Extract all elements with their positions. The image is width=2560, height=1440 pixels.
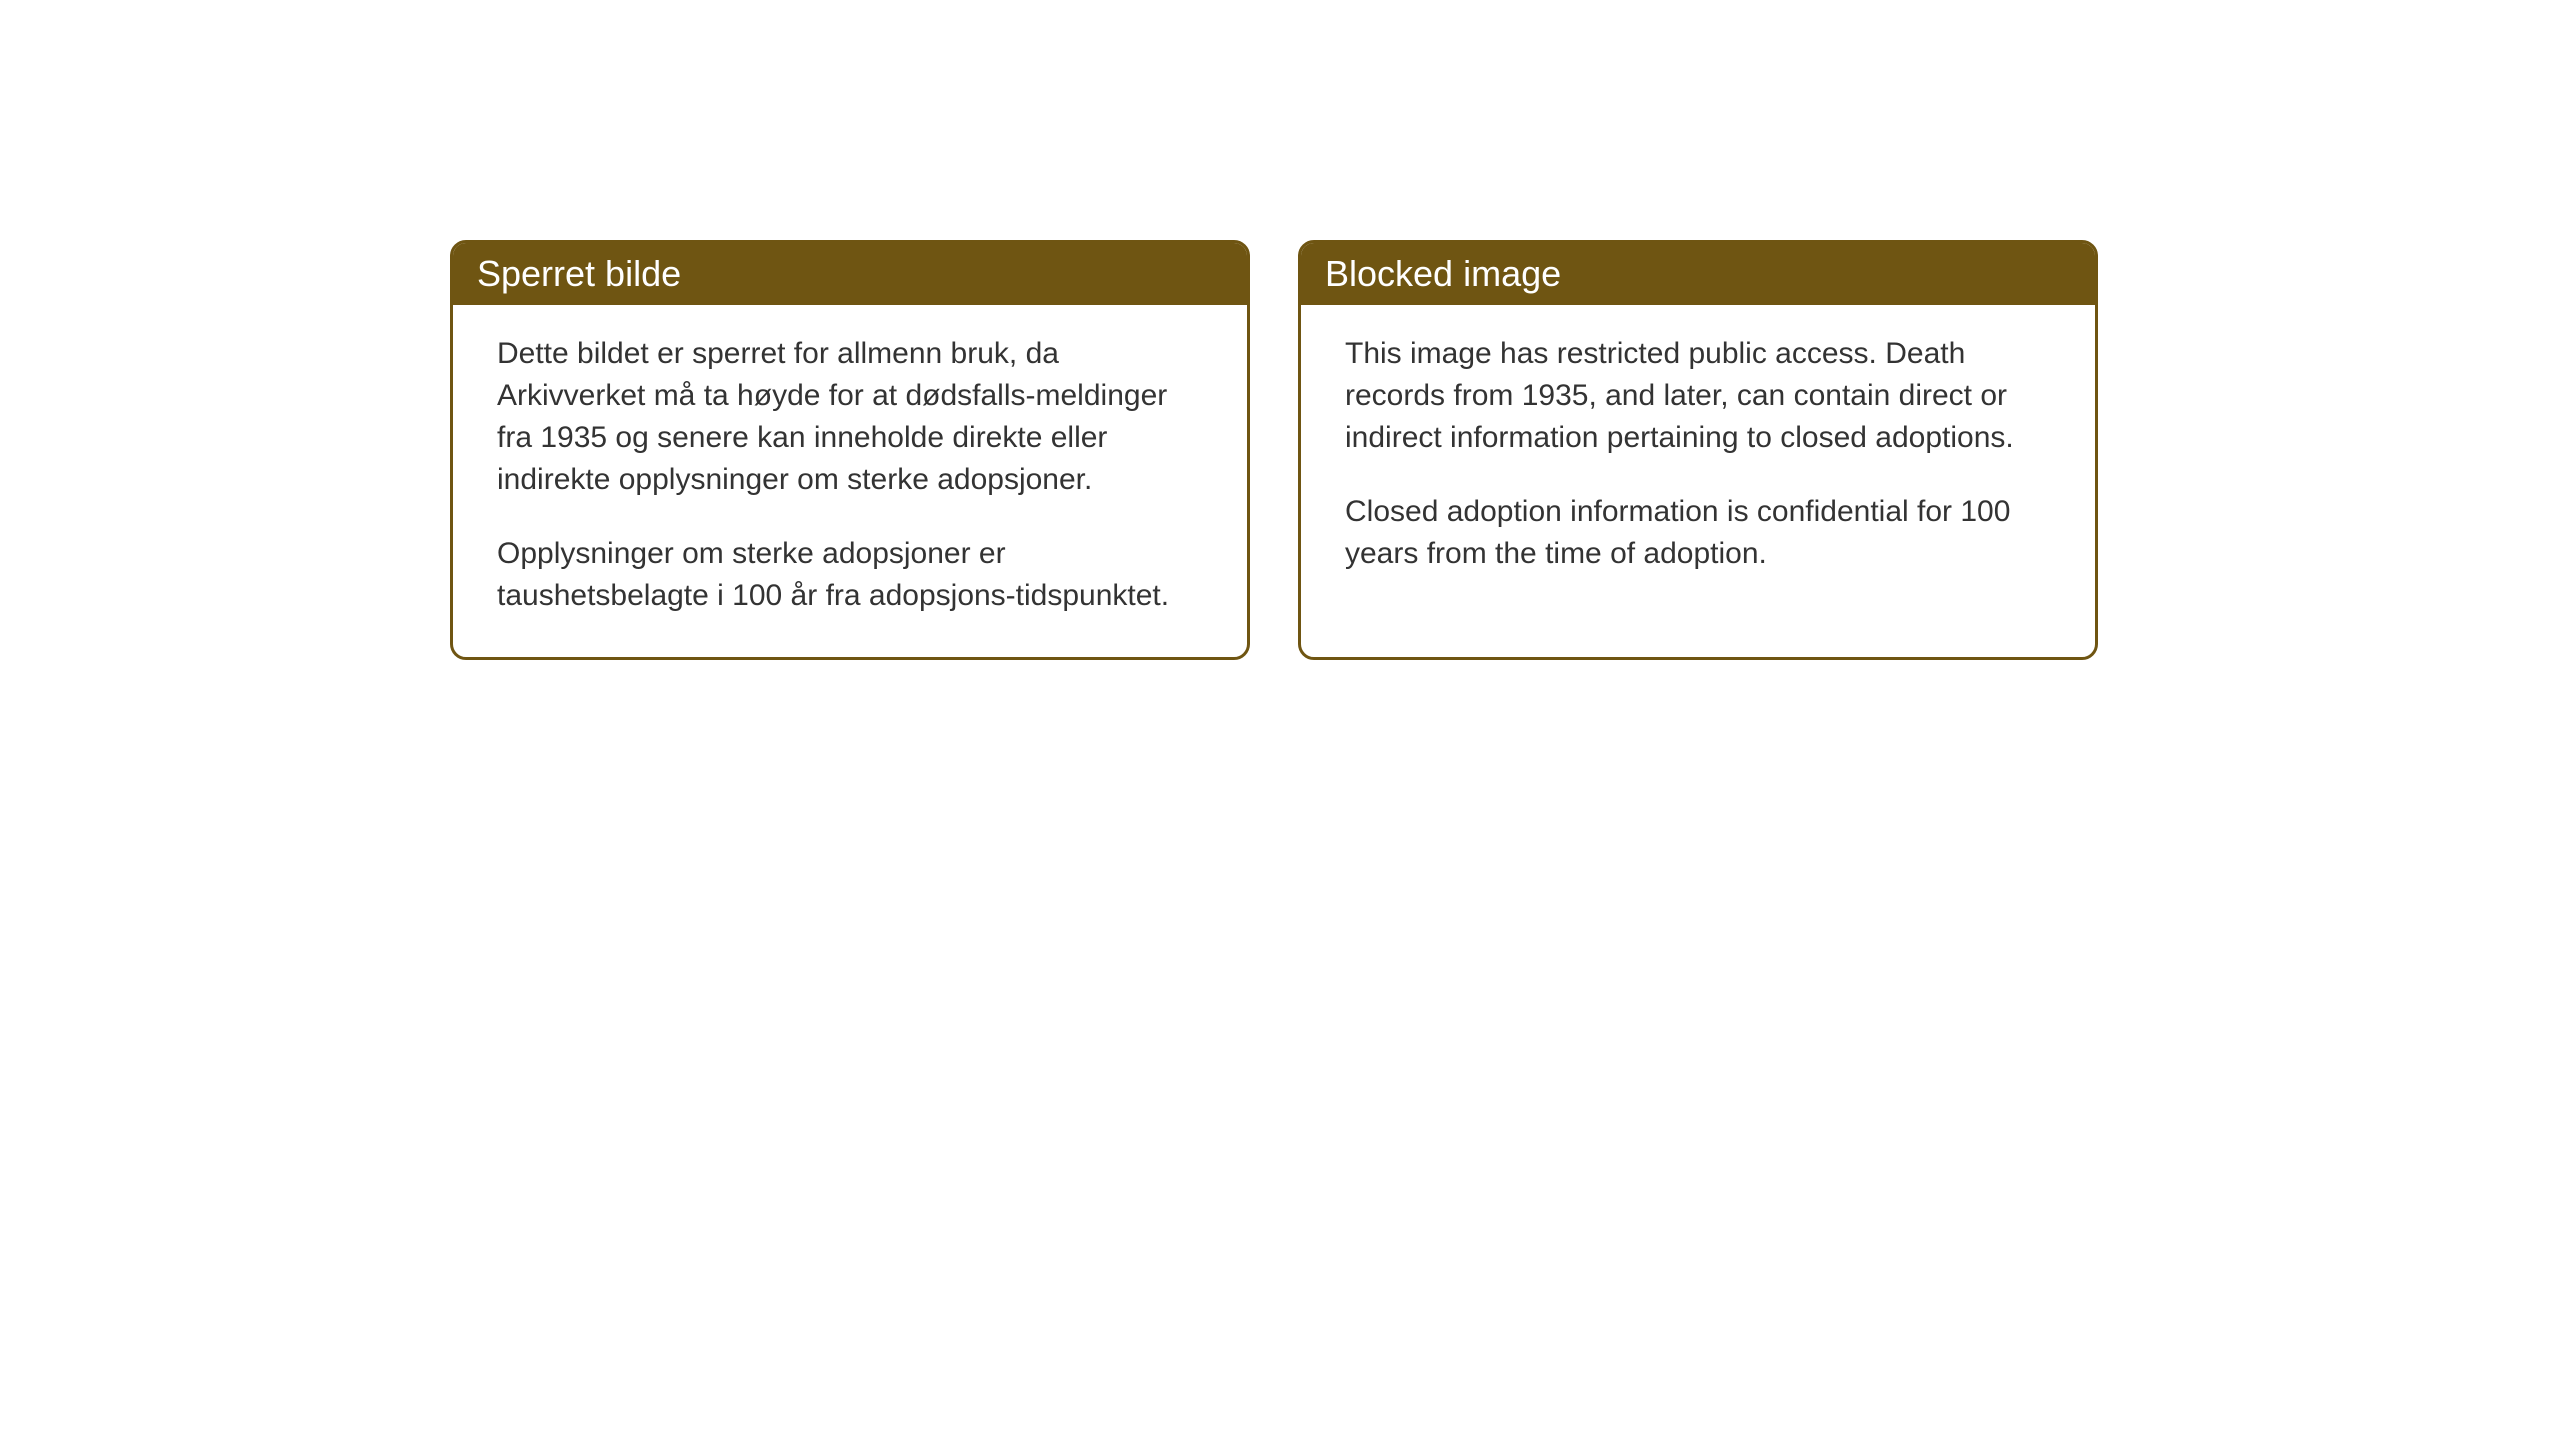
notice-body-norwegian: Dette bildet er sperret for allmenn bruk…: [453, 305, 1247, 657]
notice-body-english: This image has restricted public access.…: [1301, 305, 2095, 615]
notice-header-norwegian: Sperret bilde: [453, 243, 1247, 305]
notice-paragraph-1-norwegian: Dette bildet er sperret for allmenn bruk…: [497, 333, 1203, 501]
notice-box-norwegian: Sperret bilde Dette bildet er sperret fo…: [450, 240, 1250, 660]
notice-container: Sperret bilde Dette bildet er sperret fo…: [0, 0, 2560, 660]
notice-paragraph-2-norwegian: Opplysninger om sterke adopsjoner er tau…: [497, 533, 1203, 617]
notice-title-norwegian: Sperret bilde: [477, 253, 681, 294]
notice-paragraph-2-english: Closed adoption information is confident…: [1345, 491, 2051, 575]
notice-header-english: Blocked image: [1301, 243, 2095, 305]
notice-title-english: Blocked image: [1325, 253, 1561, 294]
notice-box-english: Blocked image This image has restricted …: [1298, 240, 2098, 660]
notice-paragraph-1-english: This image has restricted public access.…: [1345, 333, 2051, 459]
